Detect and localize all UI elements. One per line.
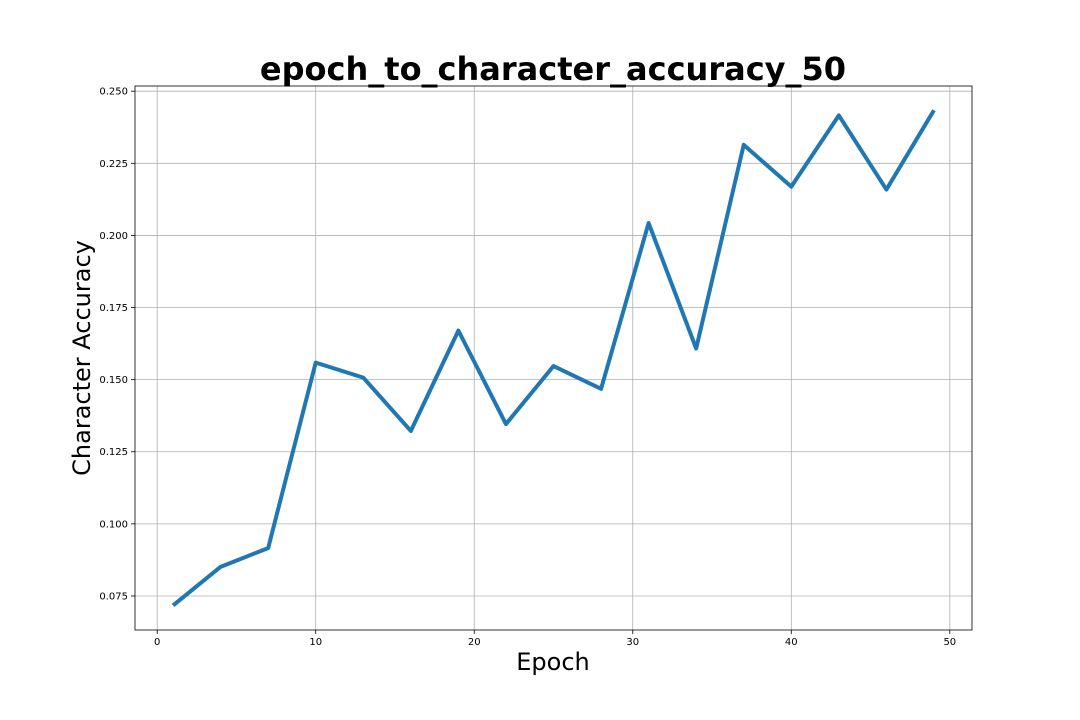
axis-ticks: 0 10 20 30 40 50 0.075 0.100 0.125 0.150 0.175 0.20…: [99, 87, 956, 648]
y-tick-label: 0.150: [99, 375, 128, 386]
series-line: [171, 109, 936, 608]
y-tick-label: 0.100: [99, 519, 128, 530]
y-tick-label: 0.075: [99, 591, 128, 602]
y-axis-label: Character Accuracy: [68, 240, 96, 476]
x-axis-label: Epoch: [516, 648, 590, 676]
grid: [135, 86, 972, 630]
x-tick-label: 50: [943, 637, 956, 648]
y-tick-label: 0.225: [99, 159, 128, 170]
x-tick-label: 30: [626, 637, 639, 648]
series-layer: [171, 109, 936, 608]
y-tick-label: 0.250: [99, 87, 128, 98]
x-tick-label: 40: [785, 637, 798, 648]
x-tick-label: 0: [154, 637, 160, 648]
x-tick-label: 10: [309, 637, 322, 648]
plot-frame: [134, 85, 973, 631]
y-tick-label: 0.200: [99, 231, 128, 242]
y-tick-label: 0.125: [99, 447, 128, 458]
chart-title: epoch_to_character_accuracy_50: [260, 50, 846, 88]
x-tick-label: 20: [468, 637, 481, 648]
y-tick-label: 0.175: [99, 303, 128, 314]
